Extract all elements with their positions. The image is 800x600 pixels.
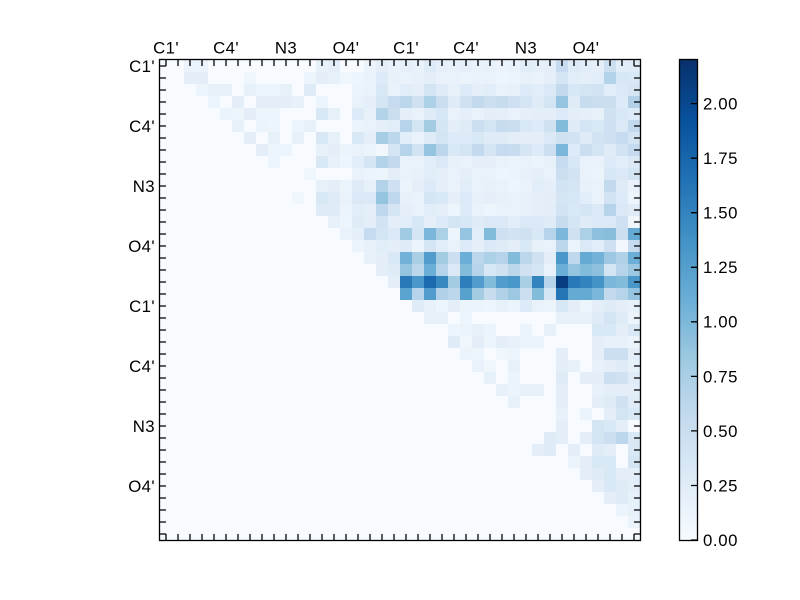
svg-text:O4': O4' — [128, 237, 155, 256]
svg-text:C1': C1' — [129, 297, 155, 316]
svg-text:1.00: 1.00 — [703, 313, 738, 332]
svg-text:0.75: 0.75 — [703, 367, 738, 386]
svg-text:O4': O4' — [333, 39, 360, 58]
svg-text:0.50: 0.50 — [703, 422, 738, 441]
svg-text:C1': C1' — [129, 57, 155, 76]
svg-text:N3: N3 — [275, 39, 297, 58]
svg-text:O4': O4' — [573, 39, 600, 58]
svg-text:0.25: 0.25 — [703, 476, 738, 495]
svg-text:C4': C4' — [213, 39, 239, 58]
svg-text:C4': C4' — [129, 117, 155, 136]
svg-text:C1': C1' — [153, 39, 179, 58]
svg-text:C4': C4' — [453, 39, 479, 58]
svg-text:1.75: 1.75 — [703, 149, 738, 168]
svg-text:1.25: 1.25 — [703, 258, 738, 277]
svg-text:0.00: 0.00 — [703, 531, 738, 550]
svg-text:N3: N3 — [515, 39, 537, 58]
svg-text:C4': C4' — [129, 357, 155, 376]
svg-text:2.00: 2.00 — [703, 95, 738, 114]
svg-text:O4': O4' — [128, 477, 155, 496]
svg-text:C1': C1' — [393, 39, 419, 58]
svg-text:1.50: 1.50 — [703, 204, 738, 223]
svg-text:N3: N3 — [133, 177, 155, 196]
svg-text:N3: N3 — [133, 417, 155, 436]
